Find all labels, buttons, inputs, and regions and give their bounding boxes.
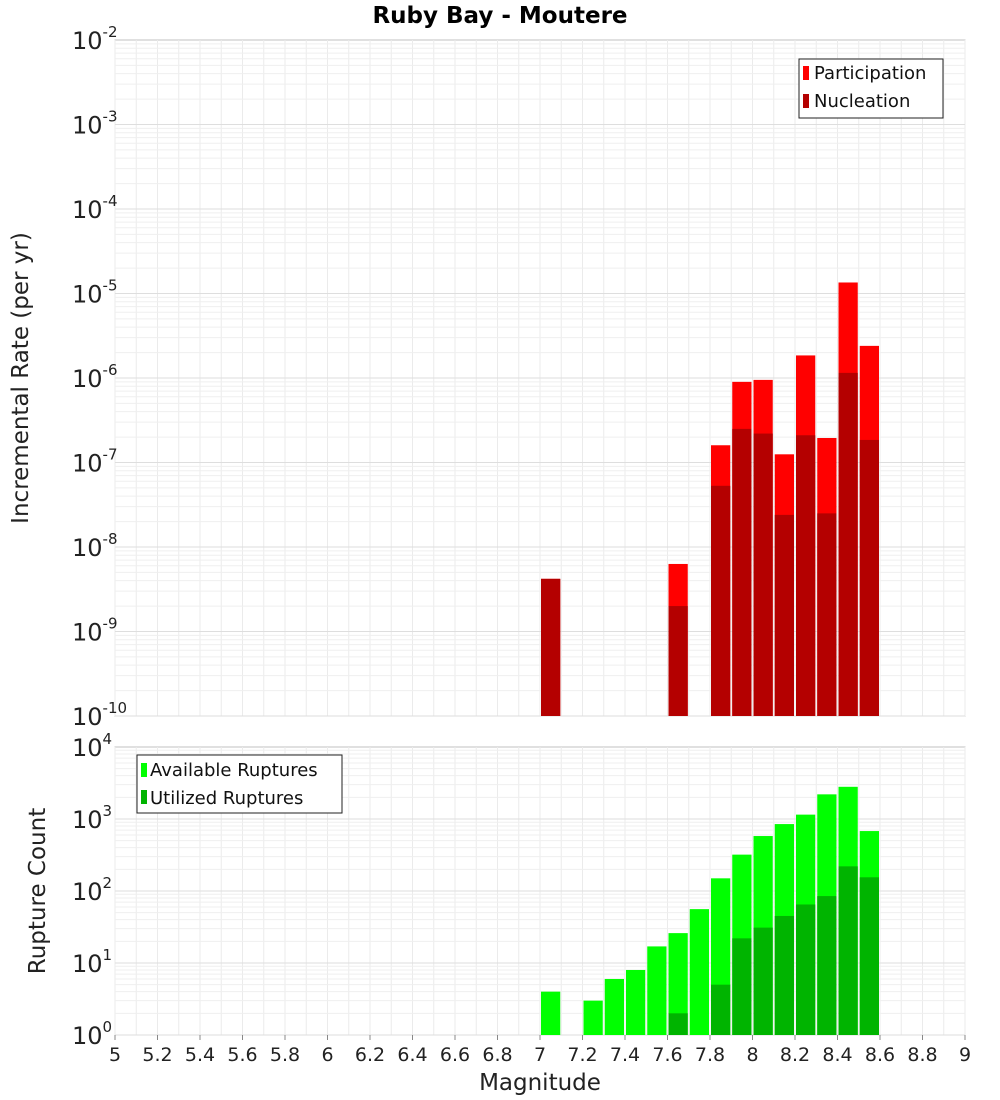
- x-tick-label: 5: [109, 1044, 121, 1066]
- y-tick-label: 10-6: [72, 361, 118, 393]
- x-tick-label: 6.6: [440, 1044, 470, 1066]
- x-tick-label: 9: [959, 1044, 971, 1066]
- x-tick-label: 7.4: [610, 1044, 640, 1066]
- bar-overlay-utilized-ruptures: [838, 866, 858, 1035]
- bar-overlay-utilized-ruptures: [774, 915, 794, 1035]
- y-tick-label: 104: [72, 730, 112, 762]
- bar-overlay-utilized-ruptures: [796, 904, 816, 1035]
- rate-legend: Participation Nucleation: [798, 58, 944, 119]
- bar-available-ruptures: [604, 978, 624, 1035]
- x-axis-label: Magnitude: [479, 1070, 601, 1096]
- bar-overlay-nucleation: [838, 372, 858, 716]
- bar-available-ruptures: [626, 969, 646, 1035]
- y-tick-label: 100: [72, 1018, 112, 1050]
- legend-swatch-utilized: [141, 790, 147, 804]
- x-tick-label: 6.4: [397, 1044, 427, 1066]
- bar-available-ruptures: [668, 933, 688, 1035]
- x-tick-label: 6: [321, 1044, 333, 1066]
- count-legend-box: [136, 754, 343, 814]
- count-panel: 100 101 102 103 104 5 5.2 5.4 5.6 5.8 6 6.2 6.4 6.6 6…: [25, 730, 971, 1096]
- bar-overlay-utilized-ruptures: [753, 927, 773, 1035]
- x-tick-label: 5.2: [142, 1044, 172, 1066]
- count-bars: [541, 786, 879, 1035]
- bar-overlay-nucleation: [711, 485, 731, 716]
- x-tick-label: 6.8: [482, 1044, 512, 1066]
- count-y-ticks: 100 101 102 103 104: [72, 730, 112, 1050]
- y-tick-label: 10-2: [72, 23, 118, 55]
- x-tick-label: 8.4: [822, 1044, 852, 1066]
- bar-available-ruptures: [583, 1000, 603, 1035]
- bar-overlay-utilized-ruptures: [859, 877, 879, 1035]
- y-tick-label: 10-7: [72, 446, 118, 478]
- rate-bars: [541, 282, 879, 716]
- x-tick-label: 6.2: [355, 1044, 385, 1066]
- bar-overlay-utilized-ruptures: [817, 896, 837, 1035]
- x-tick-label: 5.6: [227, 1044, 257, 1066]
- x-tick-label: 8.2: [780, 1044, 810, 1066]
- bar-overlay-utilized-ruptures: [732, 938, 752, 1035]
- x-tick-label: 8.8: [907, 1044, 937, 1066]
- x-tick-label: 5.4: [185, 1044, 215, 1066]
- bar-overlay-nucleation: [817, 513, 837, 716]
- x-tick-label: 8.6: [865, 1044, 895, 1066]
- legend-label-nucleation: Nucleation: [814, 91, 910, 112]
- bar-overlay-nucleation: [753, 433, 773, 716]
- legend-swatch-participation: [803, 66, 809, 80]
- bar-overlay-utilized-ruptures: [711, 984, 731, 1035]
- x-tick-label: 7: [534, 1044, 546, 1066]
- rate-gridlines: [114, 40, 966, 717]
- bar-overlay-nucleation: [541, 578, 561, 716]
- chart-title: Ruby Bay - Moutere: [372, 3, 627, 29]
- bar-overlay-utilized-ruptures: [668, 1013, 688, 1035]
- legend-swatch-available: [141, 763, 147, 777]
- y-tick-label: 102: [72, 874, 112, 906]
- bar-overlay-nucleation: [774, 514, 794, 716]
- bar-overlay-nucleation: [859, 439, 879, 716]
- x-tick-label: 5.8: [270, 1044, 300, 1066]
- legend-label-participation: Participation: [814, 63, 926, 84]
- x-tick-labels: 5 5.2 5.4 5.6 5.8 6 6.2 6.4 6.6 6.8 7 7.2 7.4 7.6 7.8 8…: [109, 1035, 971, 1066]
- rate-legend-box: [798, 58, 944, 119]
- legend-swatch-nucleation: [803, 94, 809, 108]
- y-tick-label: 10-5: [72, 277, 118, 309]
- legend-label-available: Available Ruptures: [150, 760, 318, 781]
- y-tick-label: 101: [72, 946, 112, 978]
- y-tick-label: 10-9: [72, 615, 118, 647]
- bar-available-ruptures: [689, 909, 709, 1035]
- bar-available-ruptures: [647, 946, 667, 1035]
- rate-panel: 10-10 10-9 10-8 10-7 10-6 10-5 10-4 10-3 10-2 In…: [8, 23, 966, 731]
- count-y-axis-label: Rupture Count: [25, 808, 51, 974]
- bar-overlay-nucleation: [668, 606, 688, 716]
- y-tick-label: 10-4: [72, 192, 118, 224]
- x-tick-label: 7.2: [567, 1044, 597, 1066]
- rate-y-ticks: 10-10 10-9 10-8 10-7 10-6 10-5 10-4 10-3 10-2: [72, 23, 127, 731]
- x-tick-label: 8: [746, 1044, 758, 1066]
- bar-available-ruptures: [541, 991, 561, 1035]
- y-tick-label: 10-3: [72, 108, 118, 140]
- y-tick-label: 103: [72, 802, 112, 834]
- x-tick-label: 7.8: [695, 1044, 725, 1066]
- x-tick-label: 7.6: [652, 1044, 682, 1066]
- rate-y-axis-label: Incremental Rate (per yr): [8, 232, 34, 524]
- y-tick-label: 10-10: [72, 699, 127, 731]
- bar-overlay-nucleation: [732, 428, 752, 716]
- bar-overlay-nucleation: [796, 435, 816, 716]
- count-legend: Available Ruptures Utilized Ruptures: [136, 754, 343, 814]
- legend-label-utilized: Utilized Ruptures: [150, 788, 303, 809]
- y-tick-label: 10-8: [72, 530, 118, 562]
